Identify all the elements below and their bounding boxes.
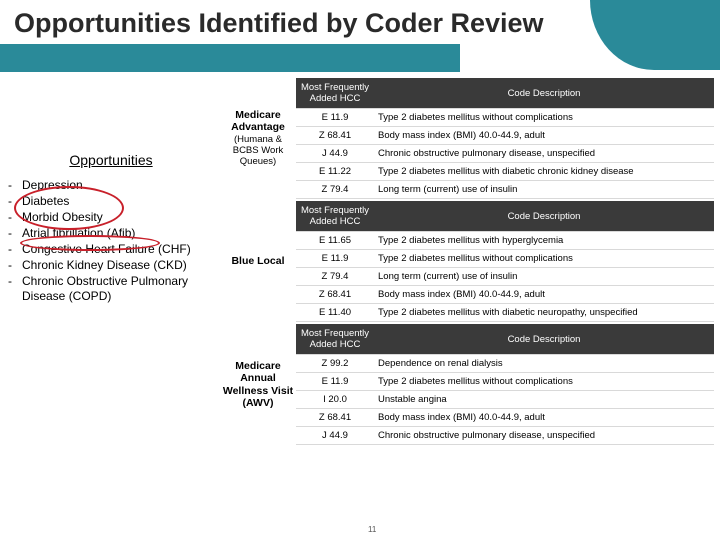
- teal-corner: [590, 0, 720, 70]
- table-row: J 44.9Chronic obstructive pulmonary dise…: [296, 145, 714, 163]
- cell-desc: Chronic obstructive pulmonary disease, u…: [374, 427, 714, 445]
- col-hcc: Most Frequently Added HCC: [296, 78, 374, 109]
- tables-panel: Medicare Advantage(Humana & BCBS Work Qu…: [220, 78, 720, 540]
- cell-code: Z 68.41: [296, 286, 374, 304]
- table-row: J 44.9Chronic obstructive pulmonary dise…: [296, 427, 714, 445]
- table-row: E 11.9Type 2 diabetes mellitus without c…: [296, 109, 714, 127]
- col-hcc: Most Frequently Added HCC: [296, 201, 374, 232]
- cell-desc: Chronic obstructive pulmonary disease, u…: [374, 145, 714, 163]
- cell-desc: Body mass index (BMI) 40.0-44.9, adult: [374, 127, 714, 145]
- list-item: -Chronic Obstructive Pulmonary Disease (…: [8, 274, 214, 304]
- cell-code: E 11.40: [296, 304, 374, 322]
- table-row: Z 68.41Body mass index (BMI) 40.0-44.9, …: [296, 286, 714, 304]
- block-label: Blue Local: [220, 201, 296, 322]
- cell-code: Z 99.2: [296, 355, 374, 373]
- opportunities-panel: Opportunities -Depression-Diabetes-Morbi…: [0, 78, 220, 540]
- cell-desc: Type 2 diabetes mellitus with diabetic n…: [374, 304, 714, 322]
- table-row: Z 68.41Body mass index (BMI) 40.0-44.9, …: [296, 409, 714, 427]
- cell-desc: Type 2 diabetes mellitus with diabetic c…: [374, 163, 714, 181]
- list-item-text: Chronic Kidney Disease (CKD): [22, 258, 187, 273]
- cell-code: E 11.22: [296, 163, 374, 181]
- table-row: E 11.9Type 2 diabetes mellitus without c…: [296, 250, 714, 268]
- table-block: Medicare Annual Wellness Visit (AWV)Most…: [220, 324, 714, 445]
- block-label: Medicare Annual Wellness Visit (AWV): [220, 324, 296, 445]
- table-block: Medicare Advantage(Humana & BCBS Work Qu…: [220, 78, 714, 199]
- block-label: Medicare Advantage(Humana & BCBS Work Qu…: [220, 78, 296, 199]
- cell-code: E 11.9: [296, 373, 374, 391]
- opportunities-heading: Opportunities: [8, 152, 214, 168]
- slide-header: Opportunities Identified by Coder Review: [0, 0, 720, 78]
- table-row: E 11.22Type 2 diabetes mellitus with dia…: [296, 163, 714, 181]
- table-row: E 11.9Type 2 diabetes mellitus without c…: [296, 373, 714, 391]
- table-row: Z 68.41Body mass index (BMI) 40.0-44.9, …: [296, 127, 714, 145]
- cell-code: I 20.0: [296, 391, 374, 409]
- cell-code: E 11.9: [296, 250, 374, 268]
- cell-desc: Long term (current) use of insulin: [374, 268, 714, 286]
- cell-code: J 44.9: [296, 145, 374, 163]
- table-row: Z 79.4Long term (current) use of insulin: [296, 268, 714, 286]
- cell-desc: Type 2 diabetes mellitus without complic…: [374, 250, 714, 268]
- col-hcc: Most Frequently Added HCC: [296, 324, 374, 355]
- cell-desc: Type 2 diabetes mellitus with hyperglyce…: [374, 232, 714, 250]
- cell-code: Z 68.41: [296, 409, 374, 427]
- cell-code: E 11.9: [296, 109, 374, 127]
- col-desc: Code Description: [374, 324, 714, 355]
- highlight-circle: [14, 186, 124, 230]
- cell-desc: Type 2 diabetes mellitus without complic…: [374, 373, 714, 391]
- table-block: Blue LocalMost Frequently Added HCCCode …: [220, 201, 714, 322]
- page-number: 11: [368, 525, 376, 534]
- table-row: I 20.0Unstable angina: [296, 391, 714, 409]
- table-row: Z 99.2Dependence on renal dialysis: [296, 355, 714, 373]
- hcc-table: Most Frequently Added HCCCode Descriptio…: [296, 324, 714, 445]
- table-row: E 11.65Type 2 diabetes mellitus with hyp…: [296, 232, 714, 250]
- cell-code: Z 68.41: [296, 127, 374, 145]
- cell-desc: Type 2 diabetes mellitus without complic…: [374, 109, 714, 127]
- cell-desc: Unstable angina: [374, 391, 714, 409]
- col-desc: Code Description: [374, 201, 714, 232]
- col-desc: Code Description: [374, 78, 714, 109]
- highlight-circle: [20, 235, 160, 251]
- cell-desc: Dependence on renal dialysis: [374, 355, 714, 373]
- teal-band: [0, 44, 460, 72]
- main-area: Opportunities -Depression-Diabetes-Morbi…: [0, 78, 720, 540]
- hcc-table: Most Frequently Added HCCCode Descriptio…: [296, 78, 714, 199]
- list-item: -Chronic Kidney Disease (CKD): [8, 258, 214, 273]
- cell-desc: Body mass index (BMI) 40.0-44.9, adult: [374, 409, 714, 427]
- list-item-text: Chronic Obstructive Pulmonary Disease (C…: [22, 274, 214, 304]
- cell-code: Z 79.4: [296, 181, 374, 199]
- cell-code: E 11.65: [296, 232, 374, 250]
- cell-code: Z 79.4: [296, 268, 374, 286]
- table-row: E 11.40Type 2 diabetes mellitus with dia…: [296, 304, 714, 322]
- table-row: Z 79.4Long term (current) use of insulin: [296, 181, 714, 199]
- cell-code: J 44.9: [296, 427, 374, 445]
- cell-desc: Long term (current) use of insulin: [374, 181, 714, 199]
- cell-desc: Body mass index (BMI) 40.0-44.9, adult: [374, 286, 714, 304]
- hcc-table: Most Frequently Added HCCCode Descriptio…: [296, 201, 714, 322]
